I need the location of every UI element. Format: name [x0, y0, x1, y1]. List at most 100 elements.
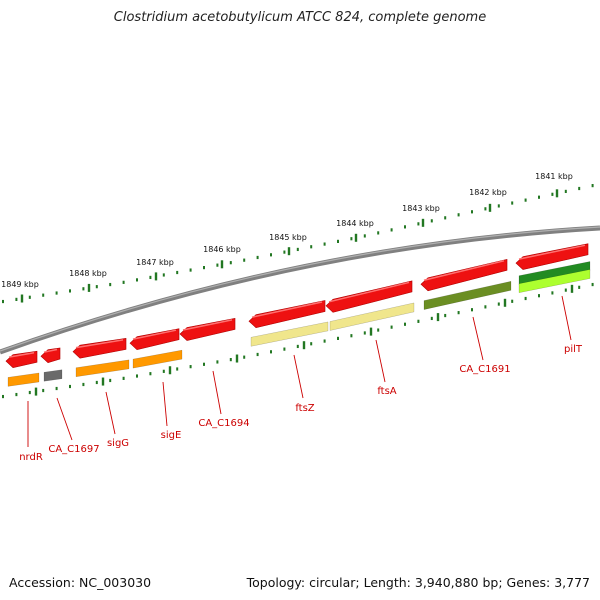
outer-tick-minor — [497, 204, 500, 208]
outer-tick-minor — [55, 291, 58, 295]
leader-line — [375, 339, 386, 383]
genome-backbone — [0, 225, 600, 355]
kbp-label: 1843 kbp — [402, 204, 440, 213]
feature-bar-lime — [518, 269, 591, 294]
outer-tick-minor — [417, 222, 420, 226]
feature-bar-orange — [7, 372, 40, 387]
leader-line — [293, 354, 304, 399]
outer-tick-major — [354, 233, 358, 242]
gene-arrow — [129, 328, 180, 350]
inner-tick-minor — [216, 360, 219, 364]
kbp-label: 1849 kbp — [1, 280, 39, 289]
leader-line — [162, 381, 168, 427]
inner-tick-minor — [95, 380, 98, 385]
gene-label: sigE — [161, 430, 182, 441]
gene-arrow-sheen — [43, 348, 58, 353]
inner-tick-minor — [377, 328, 380, 332]
genome-backbone-highlight — [0, 226, 600, 352]
kbp-label: 1848 kbp — [69, 269, 107, 278]
gene-arrow — [248, 300, 326, 329]
inner-tick-minor — [524, 296, 527, 301]
outer-tick-minor — [229, 261, 232, 265]
kbp-label: 1844 kbp — [336, 219, 374, 228]
inner-tick-minor — [243, 355, 246, 359]
inner-tick-minor — [337, 336, 339, 340]
inner-tick-minor — [551, 291, 554, 295]
inner-tick-minor — [256, 352, 259, 357]
outer-tick-minor — [15, 297, 18, 302]
outer-tick-minor — [323, 242, 326, 246]
gene-arrow-sheen — [423, 260, 505, 281]
kbp-label: 1846 kbp — [203, 245, 241, 254]
outer-tick-minor — [109, 282, 112, 287]
outer-tick-minor — [136, 278, 138, 282]
outer-tick-minor — [203, 266, 205, 270]
inner-tick-minor — [203, 362, 205, 366]
inner-tick-minor — [538, 294, 540, 298]
inner-tick-minor — [591, 282, 594, 287]
gene-arrow-sheen — [182, 319, 233, 331]
outer-tick-minor — [430, 219, 433, 223]
gene-arrow-sheen — [8, 352, 35, 358]
inner-tick-major — [235, 354, 239, 363]
inner-tick-minor — [270, 350, 272, 354]
outer-tick-minor — [296, 247, 299, 252]
outer-tick-minor — [2, 299, 4, 304]
accession-label: Accession: NC_003030 — [9, 575, 152, 590]
outer-tick-minor — [363, 234, 366, 238]
inner-tick-minor — [109, 378, 112, 383]
outer-tick-minor — [337, 239, 339, 243]
inner-tick-minor — [497, 302, 500, 306]
outer-tick-major — [421, 218, 425, 227]
inner-tick-minor — [176, 367, 179, 371]
gene-label: ftsA — [377, 386, 396, 397]
outer-tick-minor — [377, 231, 380, 235]
inner-tick-minor — [2, 394, 4, 399]
inner-tick-major — [570, 284, 574, 293]
feature-bar-pale-yellow — [329, 302, 415, 331]
leader-line — [472, 316, 484, 361]
gene-label: pilT — [564, 344, 583, 355]
inner-tick-minor — [310, 342, 313, 346]
inner-tick-minor — [149, 372, 152, 376]
inner-tick-minor — [136, 374, 138, 378]
inner-tick-minor — [430, 316, 433, 321]
outer-tick-minor — [591, 184, 594, 188]
inner-tick-minor — [28, 390, 31, 395]
kbp-label: 1842 kbp — [469, 188, 507, 197]
gene-label: sigG — [107, 438, 129, 449]
inner-tick-minor — [162, 369, 165, 373]
outer-tick-minor — [471, 210, 473, 214]
outer-tick-minor — [444, 216, 447, 220]
outer-tick-major — [87, 283, 91, 292]
inner-tick-minor — [82, 382, 85, 387]
outer-tick-minor — [176, 270, 179, 275]
inner-tick-ruler — [2, 282, 594, 399]
inner-tick-minor — [417, 319, 420, 323]
inner-tick-minor — [471, 308, 473, 312]
inner-tick-major — [101, 377, 105, 386]
gene-arrow — [515, 243, 589, 270]
gene-arrow-sheen — [75, 339, 124, 349]
inner-tick-minor — [350, 334, 353, 338]
inner-tick-minor — [511, 299, 514, 303]
outer-tick-minor — [538, 195, 540, 199]
outer-tick-minor — [484, 207, 487, 211]
gene-arrow — [40, 347, 61, 364]
outer-tick-minor — [122, 280, 125, 284]
outer-tick-minor — [350, 237, 353, 241]
outer-tick-major — [555, 189, 559, 198]
inner-tick-minor — [296, 344, 299, 349]
feature-bar-orange — [75, 359, 130, 378]
inner-tick-minor — [564, 288, 567, 292]
inner-tick-minor — [484, 305, 487, 309]
inner-tick-major — [503, 298, 507, 307]
leader-line — [56, 397, 73, 441]
gene-label-group: nrdR CA_C1697 sigG sigE CA_C1694 ftsZ ftsA CA_C… — [19, 344, 583, 463]
inner-tick-minor — [283, 347, 286, 351]
outer-tick-minor — [95, 285, 98, 289]
gene-arrow-sheen — [132, 329, 177, 340]
outer-tick-minor — [42, 293, 45, 297]
inner-tick-minor — [457, 311, 460, 315]
